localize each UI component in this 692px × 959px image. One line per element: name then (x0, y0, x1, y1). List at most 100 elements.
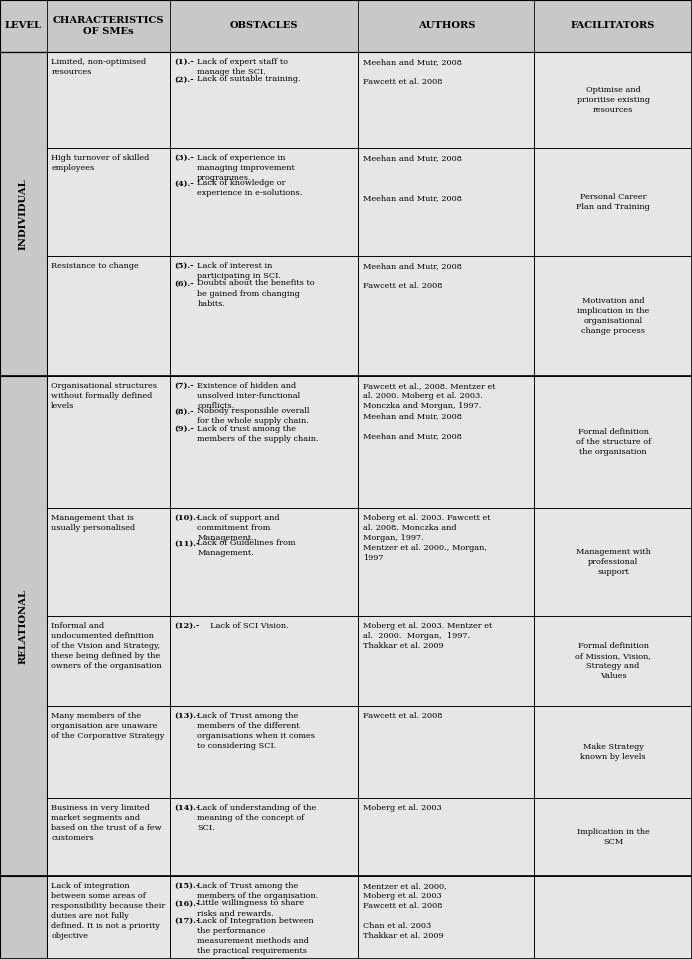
Bar (534, 52, 692, 148)
Text: (8).-: (8).- (174, 408, 194, 415)
Bar (534, 616, 692, 706)
Bar (47, 706, 170, 798)
Bar (534, 376, 692, 508)
Text: Make Strategy
known by levels: Make Strategy known by levels (581, 743, 646, 761)
Bar (0, 0, 692, 52)
Bar (47, 616, 170, 706)
Bar (0, 876, 47, 959)
Bar (358, 508, 534, 616)
Bar (47, 876, 170, 959)
Bar (534, 706, 692, 798)
Bar (358, 376, 534, 508)
Text: (16).-: (16).- (174, 900, 200, 907)
Text: Lack of interest in
participating in SCI.: Lack of interest in participating in SCI… (197, 262, 281, 280)
Text: (2).-: (2).- (174, 76, 194, 83)
Text: (7).-: (7).- (174, 382, 194, 389)
Text: FACILITATORS: FACILITATORS (571, 21, 655, 31)
Bar (170, 798, 358, 876)
Text: Optimise and
prioritise existing
resources: Optimise and prioritise existing resourc… (576, 86, 650, 114)
Bar (170, 508, 358, 616)
Bar (47, 256, 170, 376)
Bar (47, 148, 170, 256)
Bar (170, 876, 358, 959)
Text: Personal Career
Plan and Training: Personal Career Plan and Training (576, 193, 650, 211)
Text: (4).-: (4).- (174, 179, 194, 187)
Text: Formal definition
of Mission, Vision,
Strategy and
Values: Formal definition of Mission, Vision, St… (575, 642, 651, 680)
Bar (0, 376, 47, 876)
Text: Lack of integration
between some areas of
responsibility because their
duties ar: Lack of integration between some areas o… (51, 881, 165, 940)
Text: (11).-: (11).- (174, 539, 200, 548)
Text: Little willingness to share
risks and rewards.: Little willingness to share risks and re… (197, 900, 304, 918)
Text: Moberg et al. 2003. Mentzer et
al.  2000.  Morgan,  1997.
Thakkar et al. 2009: Moberg et al. 2003. Mentzer et al. 2000.… (363, 621, 492, 650)
Bar (170, 376, 358, 508)
Bar (47, 376, 170, 508)
Bar (534, 256, 692, 376)
Text: Resistance to change: Resistance to change (51, 262, 139, 269)
Bar (170, 148, 358, 256)
Text: High turnover of skilled
employees: High turnover of skilled employees (51, 153, 149, 172)
Bar (358, 148, 534, 256)
Text: Lack of support and
commitment from
Management.: Lack of support and commitment from Mana… (197, 514, 280, 542)
Text: Lack of Trust among the
members of the different
organisations when it comes
to : Lack of Trust among the members of the d… (197, 712, 316, 750)
Bar (0, 52, 47, 376)
Text: (12).-: (12).- (174, 621, 200, 630)
Text: (10).-: (10).- (174, 514, 200, 522)
Bar (358, 616, 534, 706)
Text: (5).-: (5).- (174, 262, 194, 269)
Bar (358, 798, 534, 876)
Text: Existence of hidden and
unsolved inter-functional
conflicts.: Existence of hidden and unsolved inter-f… (197, 382, 300, 409)
Text: AUTHORS: AUTHORS (418, 21, 475, 31)
Text: Lack of understanding of the
meaning of the concept of
SCI.: Lack of understanding of the meaning of … (197, 804, 316, 832)
Text: RELATIONAL: RELATIONAL (19, 589, 28, 664)
Text: Lack of experience in
managing improvement
programmes.: Lack of experience in managing improveme… (197, 153, 295, 182)
Text: INDIVIDUAL: INDIVIDUAL (19, 178, 28, 249)
Bar (47, 798, 170, 876)
Bar (358, 706, 534, 798)
Text: Mentzer et al. 2000,
Moberg et al. 2003
Fawcett et al. 2008

Chan et al. 2003
Th: Mentzer et al. 2000, Moberg et al. 2003 … (363, 881, 478, 959)
Text: Formal definition
of the structure of
the organisation: Formal definition of the structure of th… (576, 428, 650, 456)
Text: (9).-: (9).- (174, 425, 194, 433)
Text: Moberg et al. 2003. Fawcett et
al. 2008. Monczka and
Morgan, 1997.
Mentzer et al: Moberg et al. 2003. Fawcett et al. 2008.… (363, 514, 490, 562)
Text: (1).-: (1).- (174, 58, 194, 66)
Text: (17).-: (17).- (174, 917, 200, 925)
Bar (170, 256, 358, 376)
Text: Limited, non-optimised
resources: Limited, non-optimised resources (51, 58, 146, 76)
Text: Lack of expert staff to
manage the SCI.: Lack of expert staff to manage the SCI. (197, 58, 289, 76)
Bar (358, 52, 534, 148)
Text: Nobody responsible overall
for the whole supply chain.: Nobody responsible overall for the whole… (197, 408, 309, 426)
Text: Moberg et al. 2003: Moberg et al. 2003 (363, 804, 441, 811)
Text: Lack of Guidelines from
Management.: Lack of Guidelines from Management. (197, 539, 295, 557)
Text: Lack of SCI Vision.: Lack of SCI Vision. (197, 621, 289, 630)
Text: Lack of Integration between
the performance
measurement methods and
the practica: Lack of Integration between the performa… (197, 917, 314, 959)
Bar (47, 508, 170, 616)
Text: Meehan and Muir, 2008

Fawcett et al. 2008: Meehan and Muir, 2008 Fawcett et al. 200… (363, 262, 462, 290)
Text: Informal and
undocumented definition
of the Vision and Strategy,
these being def: Informal and undocumented definition of … (51, 621, 162, 670)
Text: OBSTACLES: OBSTACLES (230, 21, 298, 31)
Text: (3).-: (3).- (174, 153, 194, 162)
Text: Fawcett et al., 2008. Mentzer et
al. 2000. Moberg et al. 2003.
Monczka and Morga: Fawcett et al., 2008. Mentzer et al. 200… (363, 382, 495, 440)
Bar (534, 508, 692, 616)
Text: Meehan and Muir, 2008



Meehan and Muir, 2008: Meehan and Muir, 2008 Meehan and Muir, 2… (363, 153, 462, 202)
Text: (14).-: (14).- (174, 804, 200, 811)
Bar (534, 876, 692, 959)
Text: Fawcett et al. 2008: Fawcett et al. 2008 (363, 712, 442, 720)
Text: Motivation and
implication in the
organisational
change process: Motivation and implication in the organi… (577, 297, 649, 335)
Bar (170, 52, 358, 148)
Bar (534, 798, 692, 876)
Text: Doubts about the benefits to
be gained from changing
habits.: Doubts about the benefits to be gained f… (197, 279, 315, 308)
Text: Lack of trust among the
members of the supply chain.: Lack of trust among the members of the s… (197, 425, 319, 443)
Text: Lack of knowledge or
experience in e-solutions.: Lack of knowledge or experience in e-sol… (197, 179, 302, 198)
Text: Management with
professional
support: Management with professional support (576, 548, 650, 576)
Text: (13).-: (13).- (174, 712, 200, 720)
Text: Lack of Trust among the
members of the organisation.: Lack of Trust among the members of the o… (197, 881, 318, 900)
Bar (358, 876, 534, 959)
Text: Lack of suitable training.: Lack of suitable training. (197, 76, 301, 83)
Text: Business in very limited
market segments and
based on the trust of a few
custome: Business in very limited market segments… (51, 804, 162, 842)
Text: Management that is
usually personalised: Management that is usually personalised (51, 514, 136, 532)
Text: (15).-: (15).- (174, 881, 199, 890)
Bar (170, 616, 358, 706)
Text: Implication in the
SCM: Implication in the SCM (576, 828, 650, 846)
Bar (47, 52, 170, 148)
Text: CHARACTERISTICS
OF SMEs: CHARACTERISTICS OF SMEs (53, 16, 165, 35)
Text: Organisational structures
without formally defined
levels: Organisational structures without formal… (51, 382, 157, 409)
